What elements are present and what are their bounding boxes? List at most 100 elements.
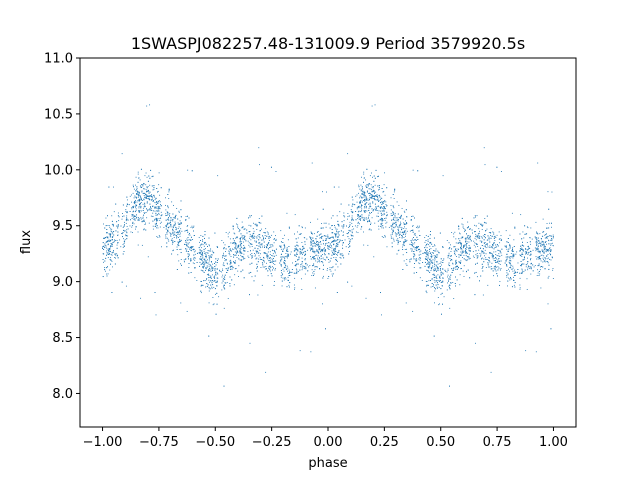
data-point — [442, 277, 444, 279]
data-point — [149, 104, 151, 106]
data-point — [215, 281, 217, 283]
data-point — [215, 293, 216, 295]
data-point — [244, 250, 246, 252]
data-point — [377, 215, 379, 217]
data-point — [243, 256, 244, 258]
data-point — [318, 245, 320, 247]
data-point — [109, 259, 111, 261]
data-point — [111, 260, 113, 262]
data-point — [270, 246, 272, 248]
data-point — [239, 238, 241, 240]
data-point — [505, 259, 507, 261]
data-point — [367, 220, 369, 222]
data-point — [350, 234, 352, 236]
data-point — [392, 205, 394, 207]
data-point — [265, 266, 267, 267]
data-point — [157, 208, 159, 210]
data-point — [552, 257, 553, 259]
data-point — [187, 237, 189, 238]
data-point — [322, 268, 324, 270]
data-point — [180, 248, 182, 250]
data-point — [178, 210, 180, 212]
data-point — [186, 310, 188, 312]
data-point — [521, 268, 523, 270]
data-point — [326, 269, 328, 271]
data-point — [365, 297, 367, 299]
data-point — [426, 292, 428, 294]
data-point — [419, 263, 421, 265]
data-point — [362, 190, 364, 192]
data-point — [135, 208, 137, 210]
data-point — [154, 210, 156, 212]
data-point — [312, 249, 314, 251]
data-point — [363, 244, 365, 246]
data-point — [526, 263, 528, 265]
data-point — [206, 285, 208, 287]
data-point — [426, 254, 428, 256]
data-point — [108, 254, 110, 255]
data-point — [348, 251, 350, 252]
data-point — [335, 263, 337, 265]
data-point — [537, 237, 539, 239]
data-point — [381, 210, 383, 212]
data-point — [225, 268, 227, 269]
data-point — [280, 265, 282, 267]
data-point — [469, 250, 471, 252]
data-point — [173, 226, 174, 228]
data-point — [383, 202, 384, 204]
data-point — [551, 235, 552, 237]
data-point — [424, 241, 426, 243]
data-point — [307, 249, 309, 251]
data-point — [206, 279, 208, 281]
data-point — [477, 243, 478, 245]
data-point — [269, 266, 271, 267]
data-point — [537, 249, 539, 251]
data-point — [157, 202, 159, 204]
data-point — [428, 280, 430, 282]
data-point — [139, 210, 141, 211]
data-point — [115, 230, 117, 232]
data-point — [360, 219, 361, 221]
data-point — [262, 264, 264, 266]
data-point — [491, 247, 493, 248]
data-point — [160, 221, 162, 223]
data-point — [351, 231, 353, 233]
data-point — [314, 250, 316, 252]
data-point — [132, 192, 134, 194]
data-point — [213, 276, 215, 278]
data-point — [223, 285, 224, 287]
data-point — [347, 233, 349, 235]
data-point — [411, 229, 412, 231]
data-point — [203, 250, 205, 252]
data-point — [255, 242, 257, 243]
data-point — [138, 211, 140, 213]
data-point — [149, 208, 150, 210]
data-point — [210, 264, 211, 266]
data-point — [171, 238, 173, 240]
data-point — [481, 268, 483, 269]
data-point — [361, 189, 363, 191]
data-point — [449, 277, 451, 279]
data-point — [340, 240, 342, 242]
data-point — [453, 236, 455, 238]
data-point — [415, 234, 416, 236]
data-point — [356, 214, 358, 216]
data-point — [459, 263, 461, 264]
data-point — [410, 219, 412, 220]
data-point — [148, 198, 150, 200]
data-point — [351, 219, 353, 221]
data-point — [356, 226, 358, 228]
data-point — [485, 247, 487, 249]
data-point — [144, 192, 146, 194]
data-point — [362, 191, 364, 193]
data-point — [113, 234, 115, 236]
data-point — [209, 269, 211, 271]
data-point — [406, 216, 408, 217]
data-point — [134, 216, 136, 217]
data-point — [363, 171, 365, 173]
data-point — [538, 240, 540, 242]
data-point — [497, 249, 499, 251]
data-point — [543, 259, 544, 261]
data-point — [425, 245, 427, 247]
data-point — [187, 251, 189, 252]
